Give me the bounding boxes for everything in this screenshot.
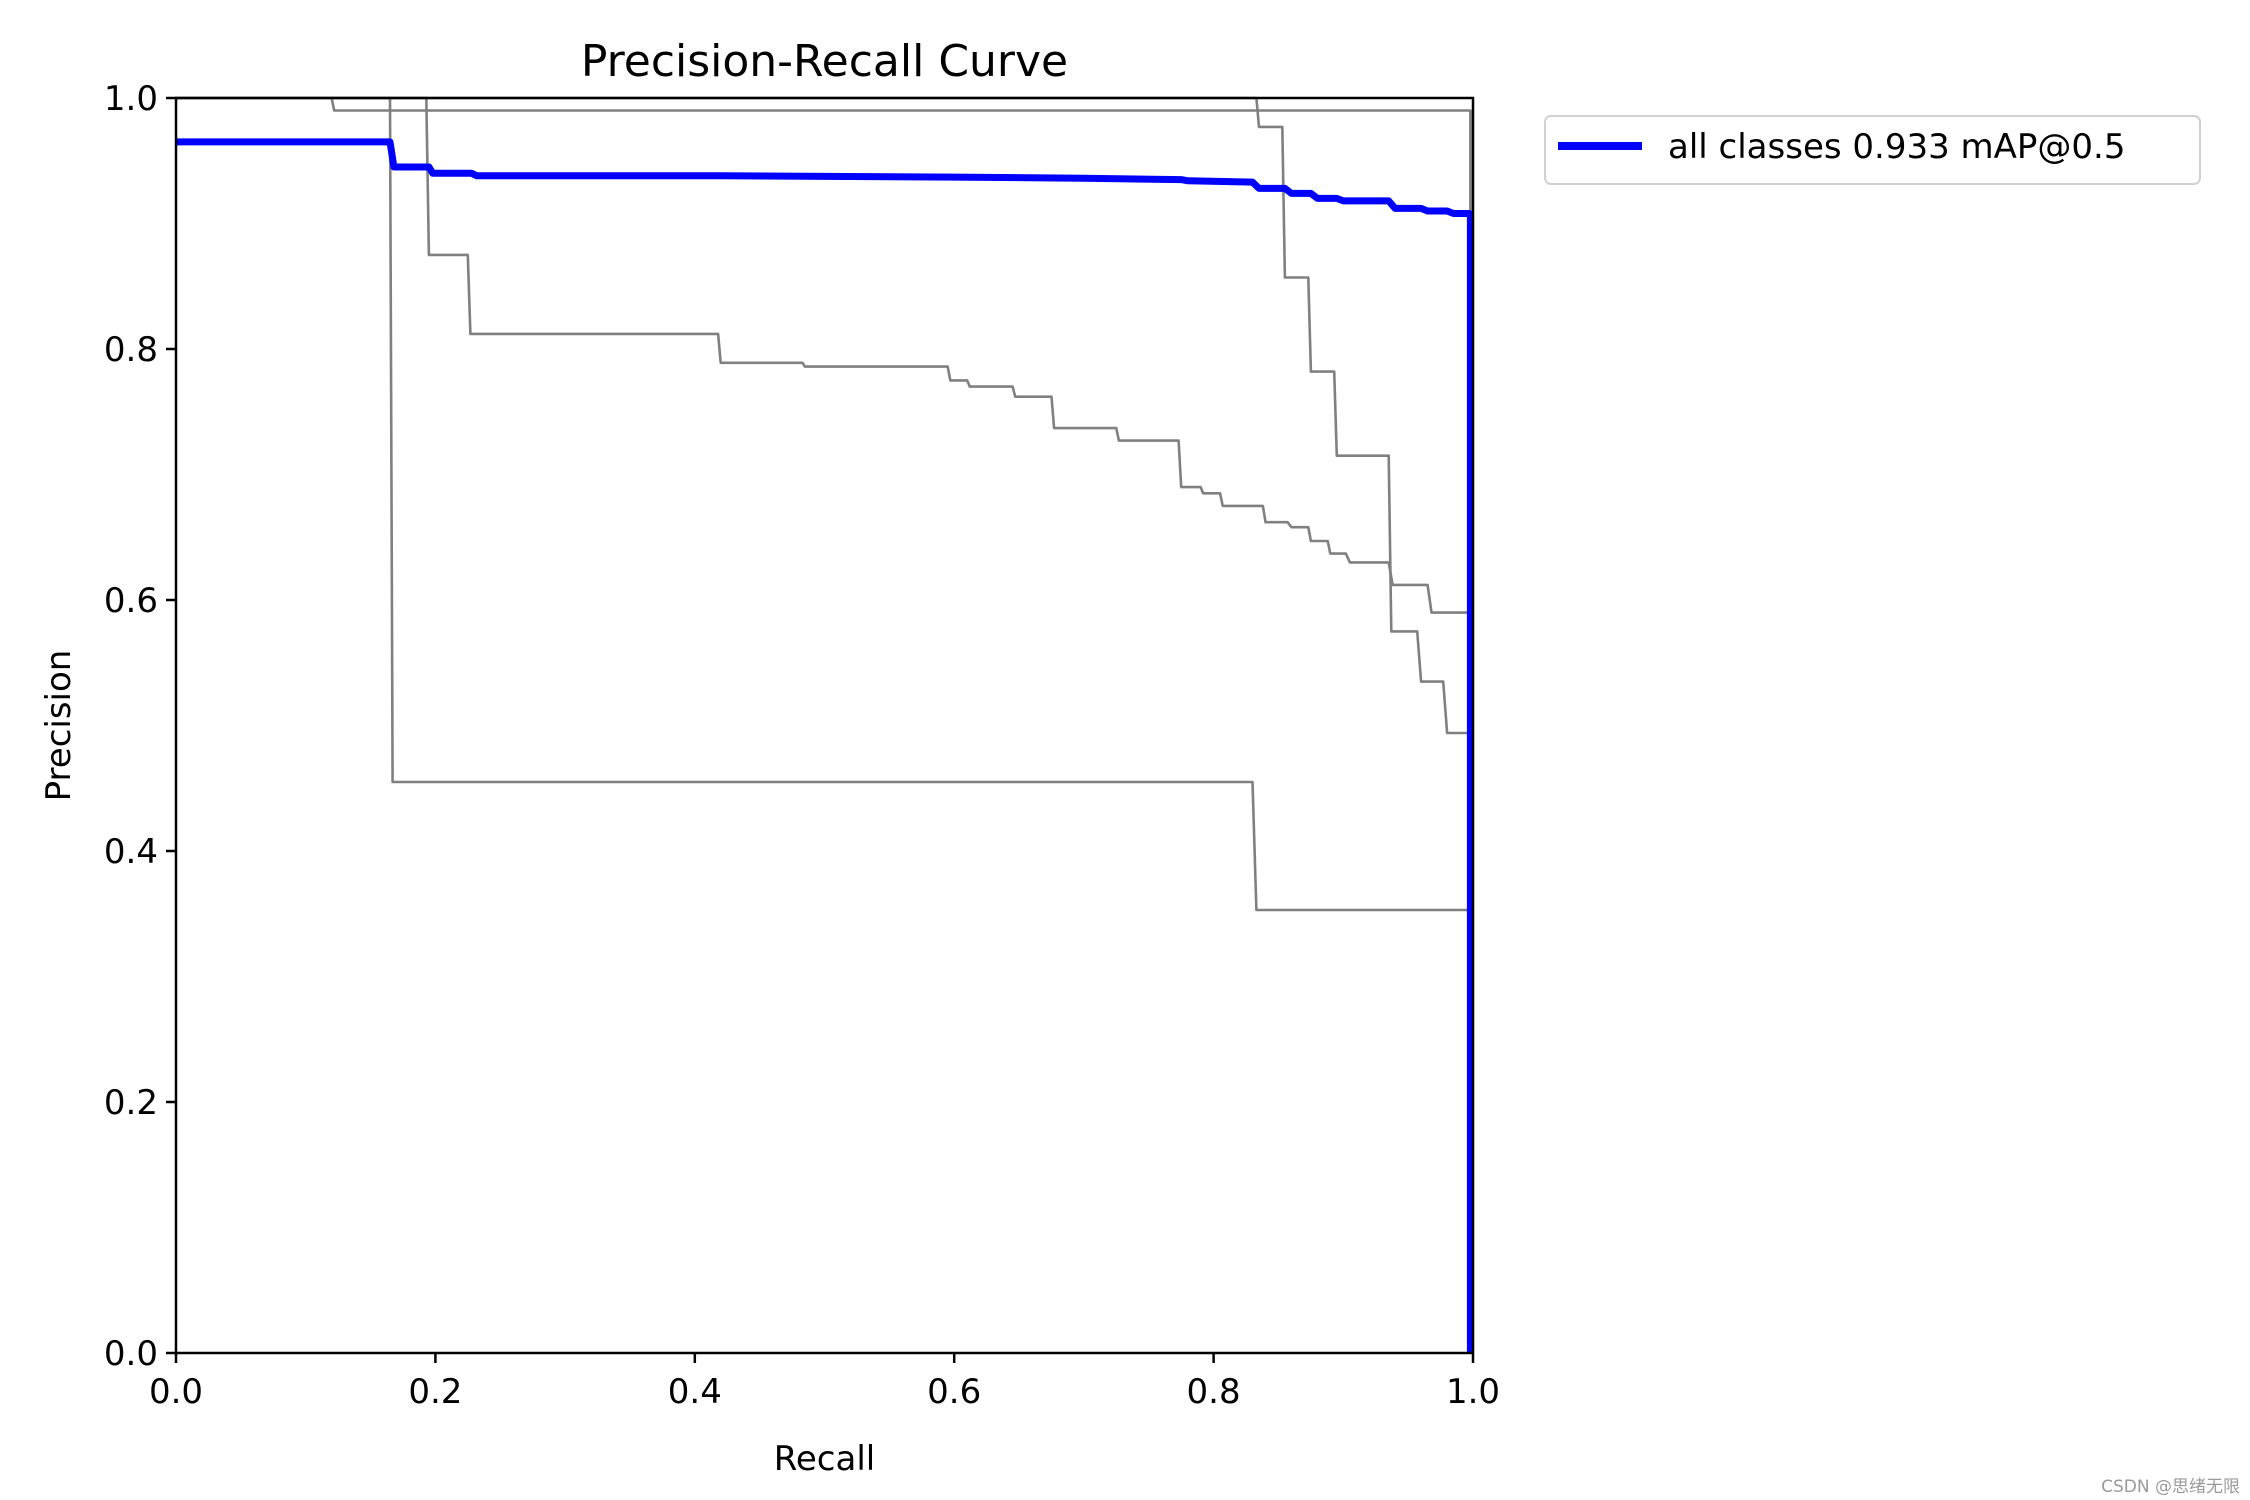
y-tick-label: 1.0 <box>104 79 158 119</box>
y-tick-label: 0.4 <box>104 832 158 872</box>
chart-title: Precision-Recall Curve <box>581 36 1068 87</box>
x-tick-label: 0.6 <box>927 1372 981 1412</box>
plot-frame <box>174 96 1475 1355</box>
legend: all classes 0.933 mAP@0.5 <box>1544 115 2201 185</box>
y-axis-label: Precision <box>39 650 79 802</box>
x-tick-label: 0.8 <box>1187 1372 1241 1412</box>
class-curve-1 <box>176 96 1472 1353</box>
axis-ticks: 0.0 0.2 0.4 0.6 0.8 1.0 0.0 0.2 0.4 0.6 0.8 1.0 <box>104 79 1500 1412</box>
watermark-text: CSDN @思绪无限 <box>2101 1477 2240 1497</box>
y-tick-label: 0.2 <box>104 1083 158 1123</box>
y-tick-label: 0.8 <box>104 330 158 370</box>
class-curve-4 <box>176 96 1472 1353</box>
legend-label: all classes 0.933 mAP@0.5 <box>1668 127 2125 167</box>
curves-layer <box>176 96 1474 1353</box>
y-tick-label: 0.0 <box>104 1334 158 1374</box>
series-all-classes-curve <box>176 138 1474 1353</box>
x-tick-label: 0.0 <box>149 1372 203 1412</box>
x-tick-label: 1.0 <box>1446 1372 1500 1412</box>
x-axis-label: Recall <box>774 1439 875 1479</box>
x-tick-label: 0.4 <box>668 1372 722 1412</box>
y-tick-label: 0.6 <box>104 581 158 621</box>
class-curve-3 <box>176 96 1472 1353</box>
class-curve-2 <box>176 96 1472 1353</box>
legend-box <box>1544 115 2201 185</box>
x-tick-label: 0.2 <box>408 1372 462 1412</box>
